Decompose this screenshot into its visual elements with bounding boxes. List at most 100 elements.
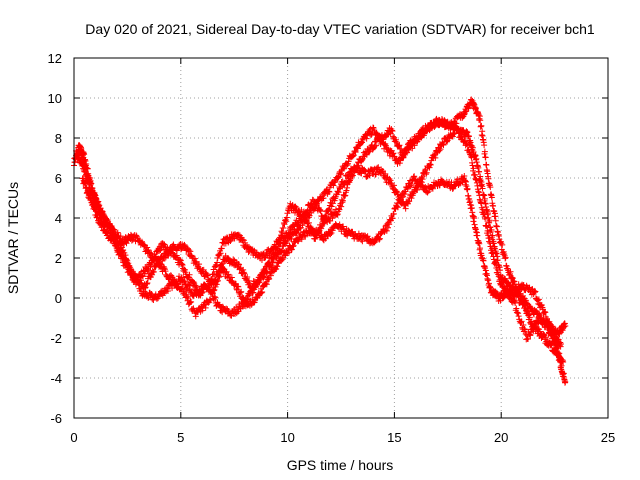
data-point [390, 150, 397, 157]
data-point [317, 207, 324, 214]
data-point [461, 137, 468, 144]
data-point [215, 268, 222, 275]
data-point [522, 302, 529, 309]
data-point [443, 138, 450, 145]
data-point [145, 246, 152, 253]
data-point [245, 292, 252, 299]
data-point [382, 170, 389, 177]
data-point [207, 297, 214, 304]
data-point [448, 179, 455, 186]
data-point [132, 279, 139, 286]
data-point [95, 206, 102, 213]
data-point [437, 146, 444, 153]
data-point [275, 240, 282, 247]
data-point [143, 281, 150, 288]
data-point [210, 266, 217, 273]
data-point [486, 217, 493, 224]
data-point [274, 263, 281, 270]
data-point [395, 194, 402, 201]
data-point [225, 271, 232, 278]
data-point [133, 232, 140, 239]
data-point [344, 175, 351, 182]
data-point [290, 242, 297, 249]
data-point [81, 163, 88, 170]
data-point [109, 236, 116, 243]
data-point [266, 275, 273, 282]
y-tick-label: 6 [55, 171, 62, 186]
y-tick-label: 0 [55, 291, 62, 306]
data-point [390, 210, 397, 217]
data-point [81, 151, 88, 158]
data-point [507, 268, 514, 275]
x-tick-label: 20 [494, 430, 508, 445]
data-point [518, 295, 525, 302]
data-point [312, 235, 319, 242]
data-point [164, 287, 171, 294]
data-point [555, 352, 562, 359]
data-point [212, 276, 219, 283]
data-point [157, 260, 164, 267]
data-point [144, 244, 151, 251]
data-point [113, 242, 120, 249]
data-point [235, 261, 242, 268]
data-point [152, 254, 159, 261]
data-point [463, 128, 470, 135]
data-point [358, 236, 365, 243]
data-point [542, 309, 549, 316]
data-point [354, 163, 361, 170]
data-point [488, 226, 495, 233]
data-point [196, 261, 203, 268]
data-point [216, 267, 223, 274]
data-point [423, 171, 430, 178]
data-point [426, 164, 433, 171]
y-tick-label: -4 [50, 371, 62, 386]
data-point [339, 197, 346, 204]
data-point [554, 344, 561, 351]
data-point [432, 154, 439, 161]
data-point [261, 273, 268, 280]
data-point [86, 181, 93, 188]
data-point [507, 291, 514, 298]
data-point [291, 226, 298, 233]
data-point [372, 238, 379, 245]
data-point [288, 235, 295, 242]
data-point [373, 142, 380, 149]
data-point [250, 289, 257, 296]
data-point [168, 272, 175, 279]
data-point [463, 140, 470, 147]
data-point [284, 234, 291, 241]
data-point [329, 215, 336, 222]
data-point [459, 133, 466, 140]
x-tick-label: 25 [601, 430, 615, 445]
y-axis-label: SDTVAR / TECUs [5, 182, 21, 294]
data-point [268, 259, 275, 266]
data-point [534, 297, 541, 304]
data-point [111, 235, 118, 242]
data-point [190, 293, 197, 300]
data-point [470, 165, 477, 172]
data-point [518, 318, 525, 325]
data-point [482, 215, 489, 222]
data-point [394, 204, 401, 211]
data-point [532, 288, 539, 295]
data-point [481, 142, 488, 149]
data-point [418, 175, 425, 182]
data-point [321, 215, 328, 222]
data-point [562, 323, 569, 329]
data-point [237, 265, 244, 272]
y-tick-label: 4 [55, 211, 62, 226]
data-point [187, 248, 194, 255]
data-point [150, 268, 157, 275]
data-point [117, 251, 124, 258]
data-point [185, 295, 192, 302]
data-point [151, 251, 158, 258]
data-point [240, 269, 247, 276]
data-point [322, 213, 329, 220]
data-point [193, 284, 200, 291]
data-point [384, 131, 391, 138]
y-tick-label: 10 [48, 91, 62, 106]
data-point [373, 129, 380, 136]
data-point [182, 288, 189, 295]
data-point [512, 299, 519, 306]
